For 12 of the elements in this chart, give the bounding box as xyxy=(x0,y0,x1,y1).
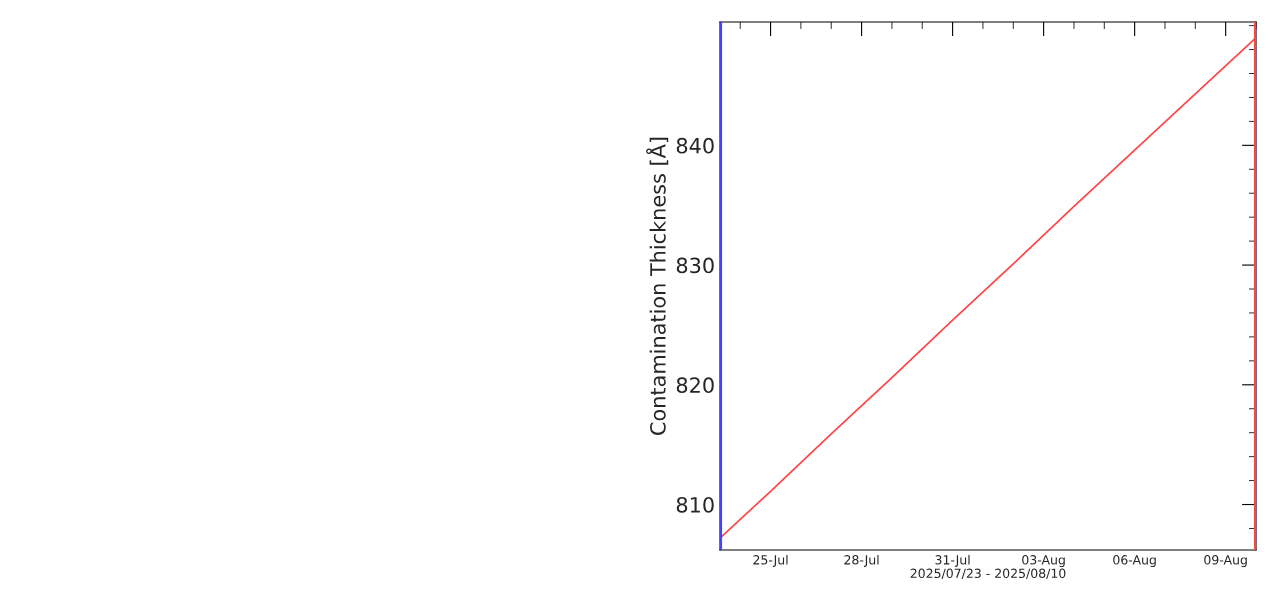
x-tick-label: 28-Jul xyxy=(844,554,879,567)
x-axis-title: 2025/07/23 - 2025/08/10 xyxy=(910,568,1066,580)
y-tick-label: 810 xyxy=(676,496,714,513)
y-tick-label: 840 xyxy=(676,137,714,154)
x-tick-label: 06-Aug xyxy=(1113,555,1156,567)
y-axis-title: Contamination Thickness [Å] xyxy=(646,137,669,435)
x-tick-label: 25-Jul xyxy=(753,554,788,567)
x-tick-label: 31-Jul xyxy=(935,554,970,567)
y-tick-label: 830 xyxy=(676,257,714,274)
x-tick-label: 03-Aug xyxy=(1022,555,1065,567)
x-tick-label: 09-Aug xyxy=(1204,555,1247,567)
y-tick-label: 820 xyxy=(676,377,714,394)
